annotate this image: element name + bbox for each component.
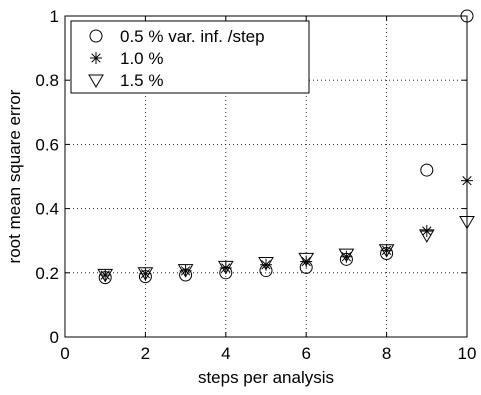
y-tick-label: 0.2 (35, 264, 59, 283)
series-3-point (177, 264, 194, 278)
series-3-point (217, 260, 234, 275)
legend-box (70, 20, 310, 94)
x-tick-label: 8 (382, 344, 391, 363)
series-2-point (420, 225, 433, 238)
legend-marker-1 (89, 29, 103, 43)
series-3-point (418, 229, 435, 243)
y-tick-label: 0.8 (35, 71, 59, 90)
legend: 0.5 % var. inf. /step 1.0 % 1.5 % (70, 20, 310, 94)
x-tick-label: 2 (141, 344, 150, 363)
y-axis-label: root mean square error (5, 89, 24, 263)
series-2-point (139, 267, 152, 280)
y-tick-label: 1 (50, 7, 59, 26)
series-3-point (338, 248, 355, 263)
series-3-point (258, 257, 274, 271)
legend-label-3: 1.5 % (120, 71, 163, 90)
legend-marker-2 (90, 52, 102, 64)
series-2-point (179, 264, 192, 277)
tick-labels: 0 2 4 6 8 10 0 0.2 0.4 0.6 0.8 1 (35, 7, 476, 363)
series-2-point (219, 261, 232, 274)
y-tick-label: 0 (50, 328, 59, 347)
series-3-point (298, 252, 315, 267)
x-tick-label: 10 (458, 344, 477, 363)
legend-marker-3 (88, 74, 104, 88)
series-3-point (97, 268, 114, 283)
series-1-point (420, 163, 434, 177)
series-3-point (137, 267, 154, 281)
legend-label-1: 0.5 % var. inf. /step (120, 27, 265, 46)
x-tick-label: 0 (60, 344, 69, 363)
y-tick-label: 0.4 (35, 200, 59, 219)
plot-frame (64, 15, 468, 338)
y-tick-label: 0.6 (35, 135, 59, 154)
legend-label-2: 1.0 % (120, 49, 163, 68)
series-3-point (378, 244, 395, 258)
x-axis-label: steps per analysis (198, 368, 334, 387)
series-2-point (99, 269, 112, 282)
x-tick-label: 4 (221, 344, 230, 363)
x-tick-label: 6 (301, 344, 310, 363)
